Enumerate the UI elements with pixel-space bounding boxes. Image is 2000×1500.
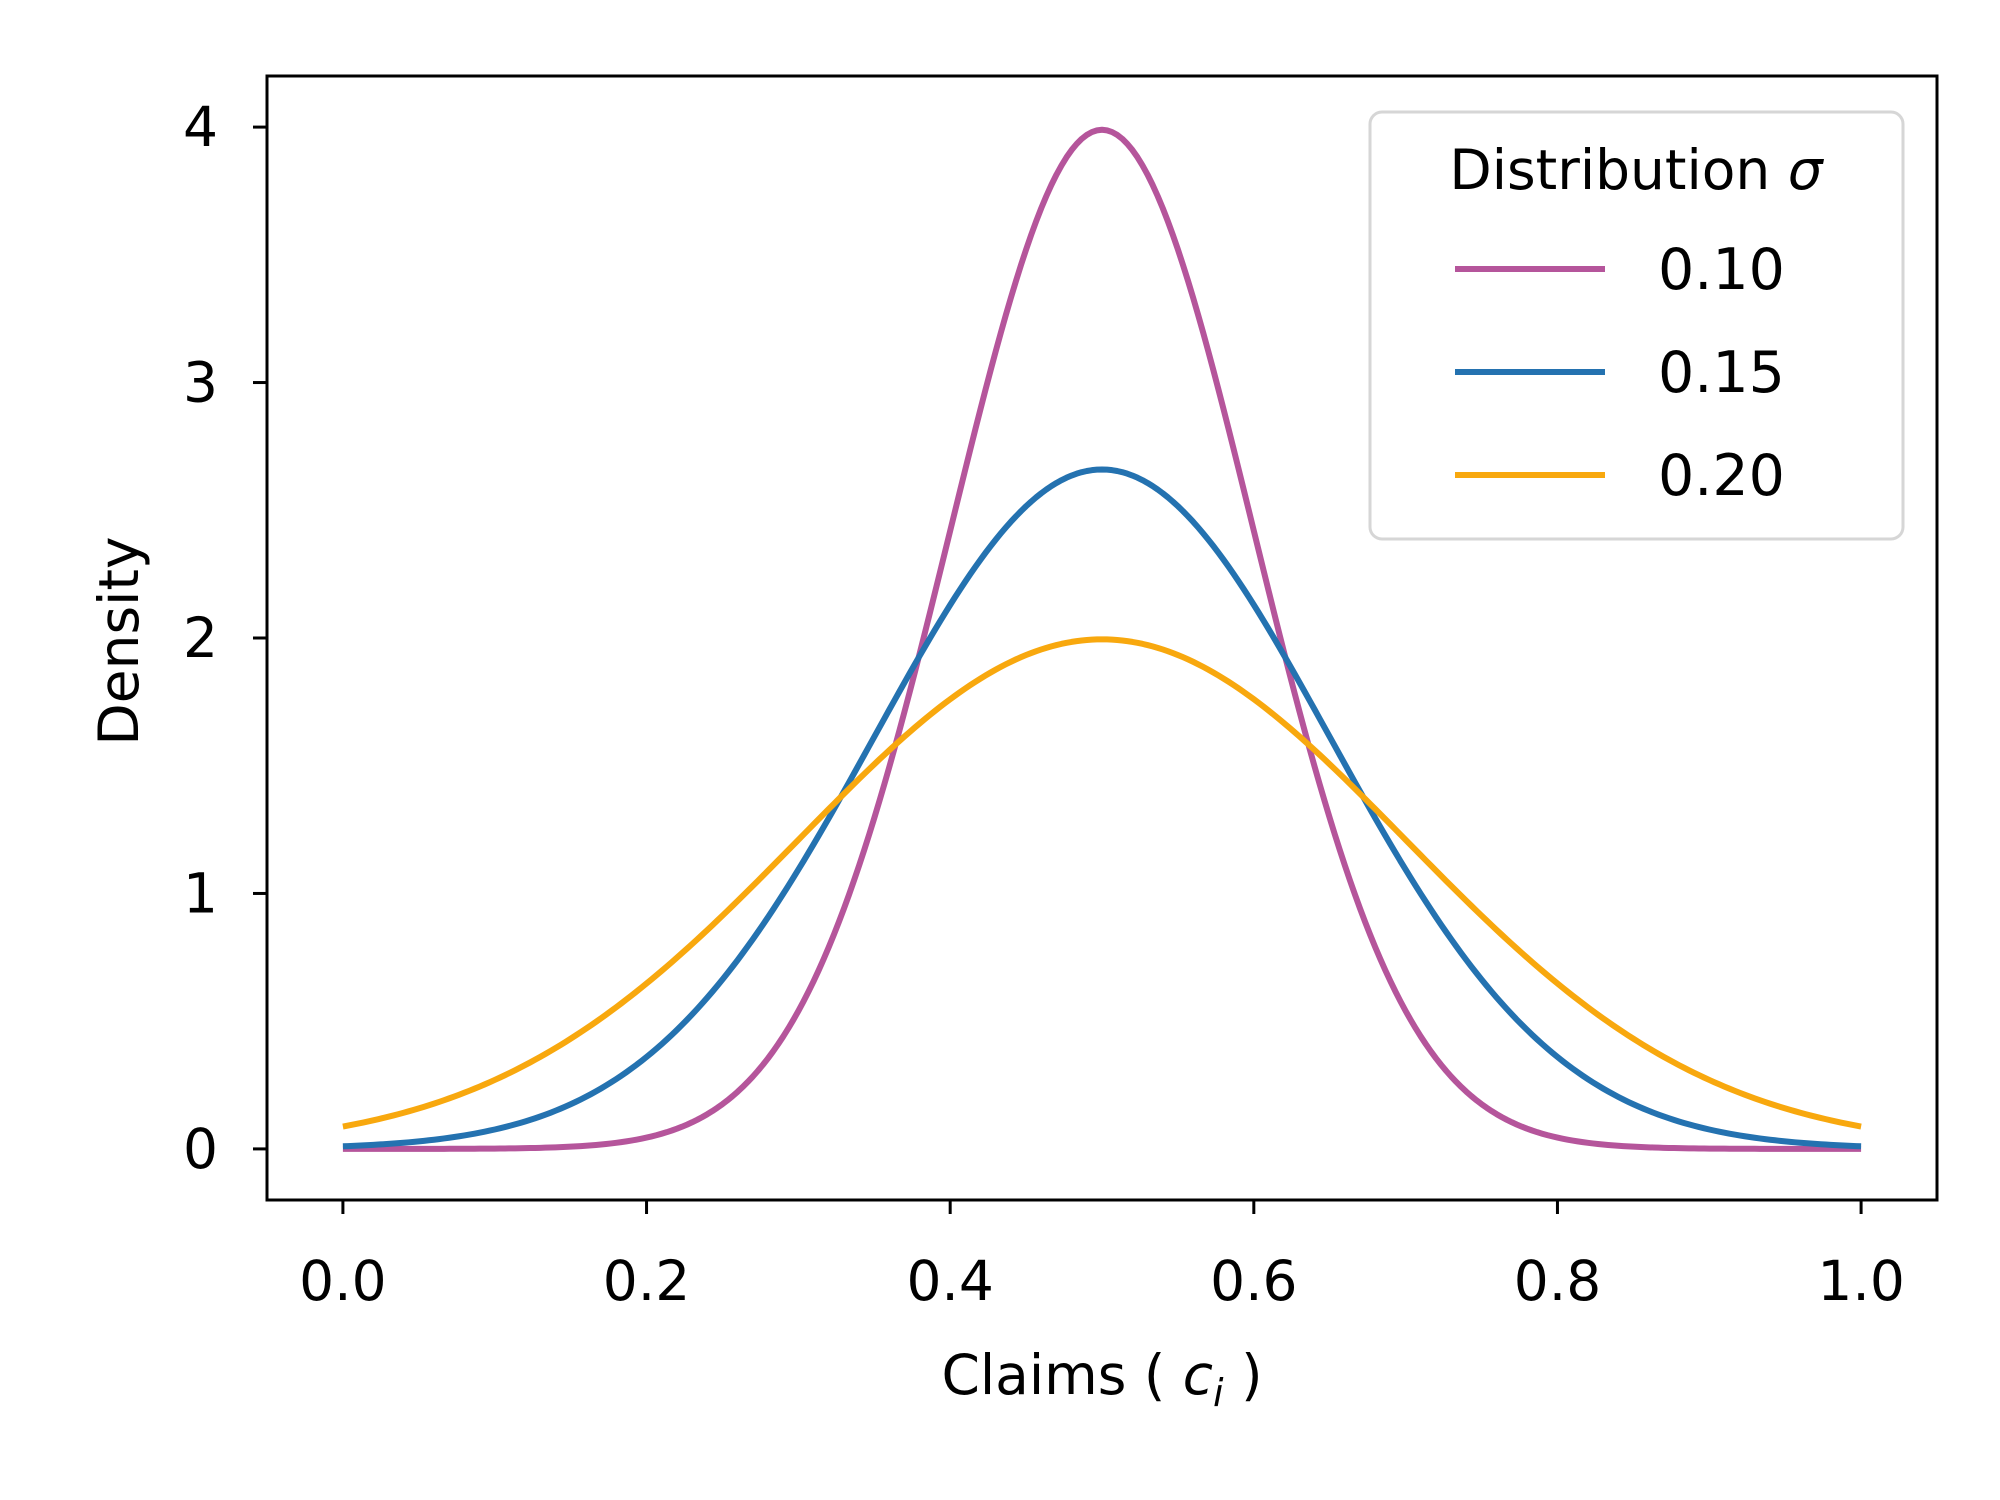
series-line-1 xyxy=(342,126,1862,1152)
x-axis-ticks: 0.0 0.2 0.4 0.6 0.8 1.0 xyxy=(299,1200,1905,1313)
legend-label-1: 0.10 xyxy=(1658,237,1785,303)
y-tick-label: 0 xyxy=(183,1117,218,1181)
x-tick-label: 0.6 xyxy=(1210,1249,1297,1313)
x-tick-label: 1.0 xyxy=(1817,1249,1904,1313)
legend-label-2: 0.15 xyxy=(1658,340,1785,406)
x-tick-label: 0.0 xyxy=(299,1249,386,1313)
x-axis-label: Claims ( ci ) xyxy=(941,1343,1262,1415)
legend: Distribution σ 0.10 0.15 0.20 xyxy=(1368,110,1905,541)
x-tick-label: 0.8 xyxy=(1514,1249,1601,1313)
y-tick-label: 2 xyxy=(183,606,218,670)
legend-box xyxy=(1368,110,1905,541)
series-line-3 xyxy=(342,636,1862,1130)
y-axis-ticks: 0 1 2 3 4 xyxy=(183,95,267,1181)
y-axis-label: Density xyxy=(87,536,151,745)
y-tick-label: 1 xyxy=(183,861,218,925)
series-curves xyxy=(342,126,1862,1152)
legend-entries: 0.10 0.15 0.20 xyxy=(1455,237,1785,509)
legend-title: Distribution σ xyxy=(1449,138,1824,202)
x-tick-label: 0.4 xyxy=(906,1249,993,1313)
y-tick-label: 3 xyxy=(183,351,218,415)
x-tick-label: 0.2 xyxy=(603,1249,690,1313)
y-tick-label: 4 xyxy=(183,95,218,159)
legend-label-3: 0.20 xyxy=(1658,443,1785,509)
series-line-2 xyxy=(342,466,1862,1150)
